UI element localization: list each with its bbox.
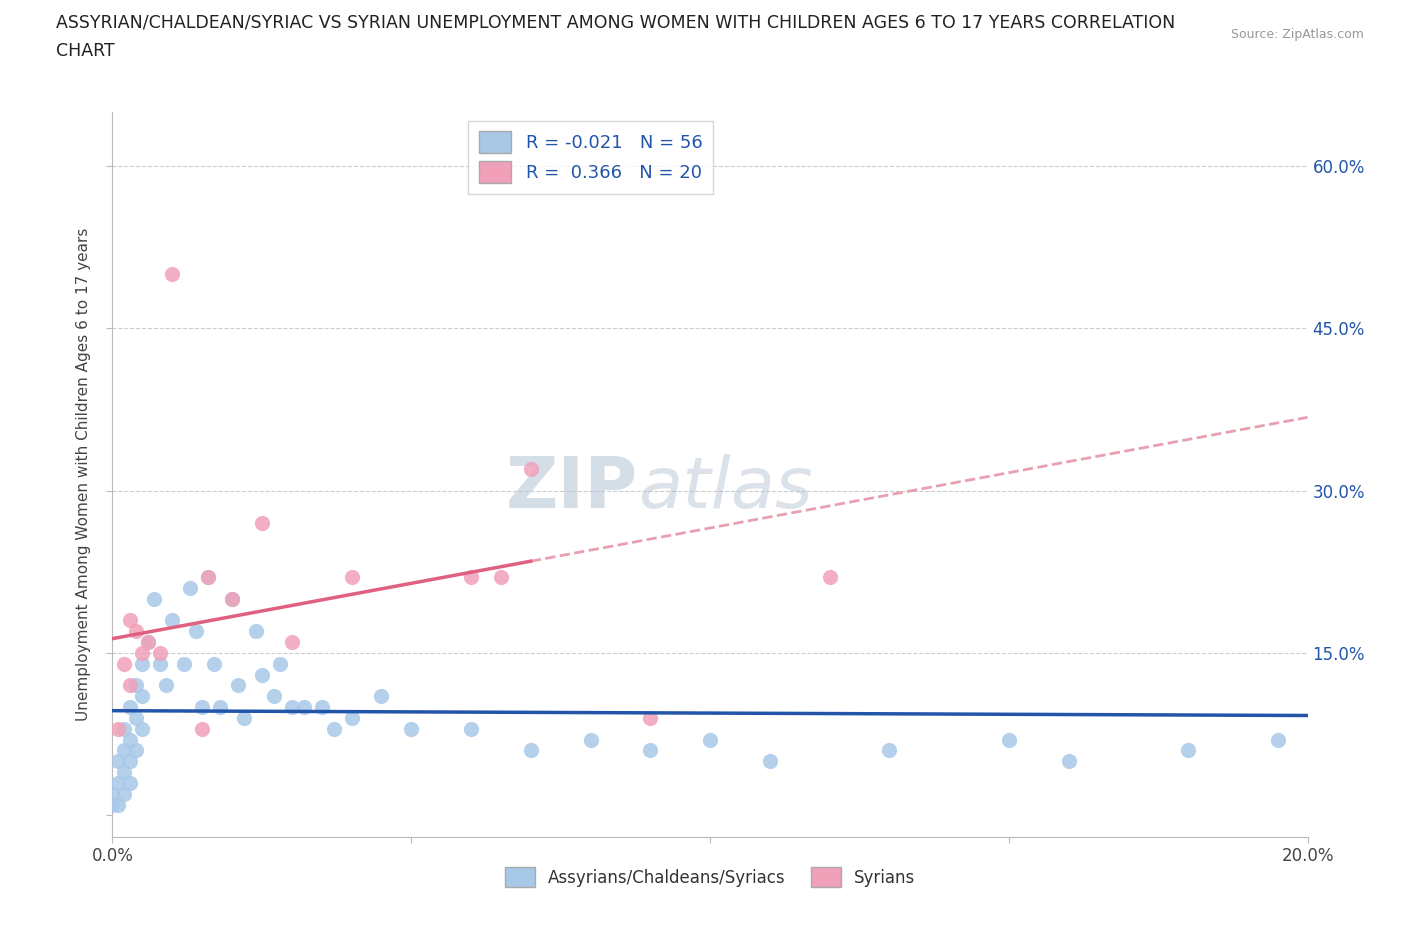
- Point: [114, 657, 135, 671]
- Point: [460, 722, 482, 737]
- Point: [114, 743, 135, 758]
- Point: [162, 267, 183, 282]
- Point: [191, 699, 214, 714]
- Point: [149, 645, 172, 660]
- Point: [114, 764, 135, 779]
- Point: [209, 699, 232, 714]
- Point: [131, 689, 153, 704]
- Point: [138, 634, 160, 649]
- Point: [143, 591, 166, 606]
- Point: [340, 711, 363, 725]
- Point: [125, 678, 148, 693]
- Point: [998, 732, 1021, 747]
- Point: [221, 591, 243, 606]
- Point: [340, 570, 363, 585]
- Point: [120, 678, 142, 693]
- Point: [107, 754, 129, 769]
- Point: [818, 570, 841, 585]
- Point: [640, 743, 662, 758]
- Point: [155, 678, 177, 693]
- Point: [401, 722, 423, 737]
- Point: [173, 657, 195, 671]
- Point: [162, 613, 183, 628]
- Point: [125, 711, 148, 725]
- Point: [131, 722, 153, 737]
- Point: [120, 754, 142, 769]
- Point: [250, 515, 273, 530]
- Point: [759, 754, 782, 769]
- Point: [699, 732, 721, 747]
- Point: [1177, 743, 1199, 758]
- Point: [107, 722, 129, 737]
- Legend: Assyrians/Chaldeans/Syriacs, Syrians: Assyrians/Chaldeans/Syriacs, Syrians: [498, 860, 922, 894]
- Point: [114, 786, 135, 801]
- Point: [226, 678, 249, 693]
- Point: [191, 722, 214, 737]
- Point: [640, 711, 662, 725]
- Text: CHART: CHART: [56, 42, 115, 60]
- Point: [131, 657, 153, 671]
- Text: ZIP: ZIP: [506, 455, 638, 524]
- Point: [120, 732, 142, 747]
- Point: [233, 711, 256, 725]
- Point: [107, 797, 129, 812]
- Point: [107, 776, 129, 790]
- Point: [579, 732, 602, 747]
- Point: [250, 667, 273, 682]
- Point: [186, 624, 208, 639]
- Point: [221, 591, 243, 606]
- Point: [1057, 754, 1080, 769]
- Point: [292, 699, 315, 714]
- Point: [138, 634, 160, 649]
- Point: [120, 699, 142, 714]
- Point: [460, 570, 482, 585]
- Point: [269, 657, 291, 671]
- Point: [322, 722, 344, 737]
- Point: [125, 743, 148, 758]
- Point: [197, 570, 219, 585]
- Point: [281, 634, 304, 649]
- Point: [120, 776, 142, 790]
- Point: [370, 689, 392, 704]
- Point: [131, 645, 153, 660]
- Point: [197, 570, 219, 585]
- Text: ASSYRIAN/CHALDEAN/SYRIAC VS SYRIAN UNEMPLOYMENT AMONG WOMEN WITH CHILDREN AGES 6: ASSYRIAN/CHALDEAN/SYRIAC VS SYRIAN UNEMP…: [56, 14, 1175, 32]
- Point: [311, 699, 333, 714]
- Point: [125, 624, 148, 639]
- Point: [879, 743, 901, 758]
- Point: [489, 570, 512, 585]
- Point: [520, 461, 543, 476]
- Point: [263, 689, 285, 704]
- Text: atlas: atlas: [638, 455, 813, 524]
- Point: [179, 580, 201, 595]
- Point: [281, 699, 304, 714]
- Point: [202, 657, 225, 671]
- Point: [1267, 732, 1289, 747]
- Point: [120, 613, 142, 628]
- Point: [149, 657, 172, 671]
- Point: [520, 743, 543, 758]
- Text: Source: ZipAtlas.com: Source: ZipAtlas.com: [1230, 28, 1364, 41]
- Point: [245, 624, 267, 639]
- Point: [114, 722, 135, 737]
- Y-axis label: Unemployment Among Women with Children Ages 6 to 17 years: Unemployment Among Women with Children A…: [76, 228, 91, 721]
- Point: [101, 786, 124, 801]
- Point: [101, 797, 124, 812]
